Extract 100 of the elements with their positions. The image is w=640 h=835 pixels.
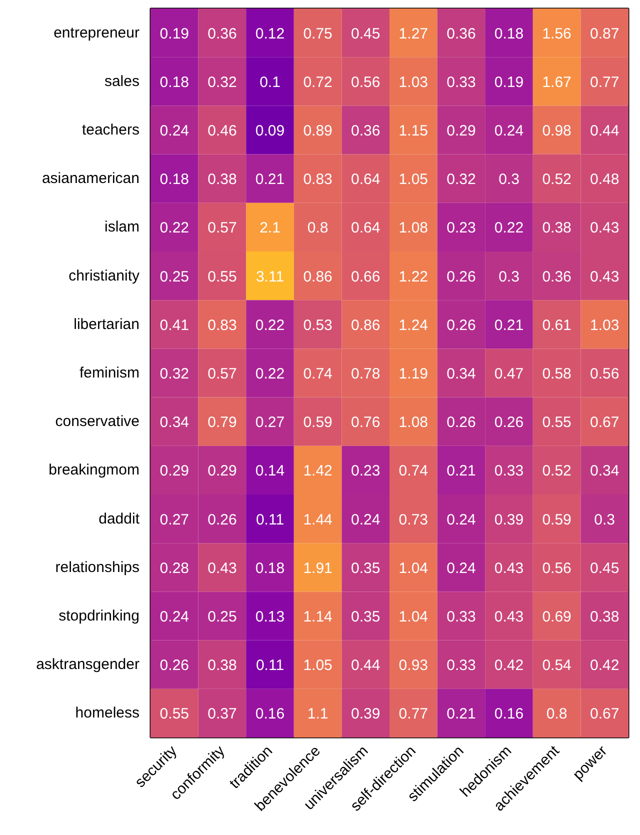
- data-label: 0.3: [498, 268, 520, 286]
- data-label: 0.77: [398, 706, 428, 723]
- data-label: 0.09: [255, 122, 285, 140]
- data-label: 0.22: [255, 316, 285, 334]
- data-label: 0.33: [446, 657, 476, 674]
- data-label: 0.12: [255, 25, 285, 42]
- data-label: 0.8: [546, 706, 568, 723]
- data-label: 0.54: [542, 657, 572, 674]
- data-label: 0.36: [208, 25, 237, 42]
- data-label: 1.08: [398, 414, 428, 432]
- data-label: 0.24: [160, 122, 190, 140]
- data-label: 0.36: [446, 25, 476, 42]
- data-label: 1.03: [590, 316, 620, 334]
- y-tick-label: homeless: [75, 704, 140, 722]
- data-label: 0.58: [542, 366, 572, 382]
- y-tick-label: relationships: [55, 558, 140, 576]
- data-label: 0.67: [590, 414, 620, 432]
- data-label: 0.56: [542, 560, 572, 577]
- data-label: 0.77: [590, 74, 620, 91]
- data-label: 0.38: [542, 220, 572, 237]
- data-label: 0.43: [590, 220, 620, 237]
- data-label: 1.24: [398, 316, 428, 334]
- y-tick-label: libertarian: [74, 316, 140, 333]
- data-label: 0.87: [590, 25, 620, 42]
- data-label: 1.91: [303, 560, 332, 577]
- data-label: 0.1: [260, 74, 280, 91]
- data-label: 0.64: [351, 171, 380, 188]
- data-label: 0.8: [307, 220, 328, 237]
- data-label: 0.76: [351, 414, 380, 432]
- data-label: 0.52: [542, 171, 572, 188]
- data-label: 1.04: [398, 560, 428, 577]
- data-label: 0.21: [255, 171, 285, 188]
- data-label: 0.13: [255, 608, 285, 626]
- y-tick-label: breakingmom: [48, 462, 140, 479]
- data-label: 0.25: [208, 608, 237, 626]
- data-label: 0.98: [542, 122, 572, 140]
- data-label: 0.3: [594, 511, 616, 528]
- y-tick-label: christianity: [68, 267, 140, 284]
- data-label: 0.23: [351, 462, 380, 480]
- data-label: 0.75: [303, 25, 332, 42]
- data-label: 0.57: [208, 366, 237, 382]
- y-tick-label: asktransgender: [36, 656, 140, 674]
- data-label: 0.41: [160, 316, 190, 334]
- data-label: 0.89: [303, 122, 332, 140]
- data-label: 0.11: [256, 657, 284, 674]
- data-label: 0.69: [542, 608, 572, 626]
- data-label: 0.59: [303, 414, 332, 432]
- data-label: 0.45: [351, 25, 380, 42]
- data-label: 0.74: [303, 366, 332, 382]
- data-label: 0.23: [446, 220, 476, 237]
- y-tick-label: feminism: [79, 364, 140, 382]
- y-tick-label: stopdrinking: [58, 608, 140, 624]
- data-label: 0.67: [590, 706, 620, 723]
- data-label: 0.32: [446, 171, 476, 188]
- data-label: 1.14: [303, 608, 332, 626]
- data-label: 0.26: [208, 511, 237, 528]
- data-label: 0.78: [351, 366, 380, 382]
- data-label: 0.32: [160, 366, 190, 382]
- data-label: 0.61: [542, 316, 572, 334]
- data-label: 0.53: [303, 316, 332, 334]
- data-label: 0.26: [446, 268, 476, 286]
- data-label: 0.66: [351, 268, 380, 286]
- data-label: 0.44: [590, 122, 620, 140]
- data-label: 0.33: [446, 608, 476, 626]
- data-label: 0.24: [351, 511, 380, 528]
- data-label: 0.55: [160, 706, 190, 723]
- data-label: 0.42: [590, 657, 620, 674]
- data-label: 0.18: [255, 560, 285, 577]
- data-label: 0.19: [494, 74, 524, 91]
- data-label: 0.39: [494, 511, 524, 528]
- data-label: 0.55: [542, 414, 572, 432]
- data-label: 1.05: [303, 657, 332, 674]
- data-label: 0.29: [160, 462, 190, 480]
- data-label: 0.73: [398, 511, 428, 528]
- y-tick-label: entrepreneur: [54, 24, 140, 42]
- data-label: 0.79: [208, 414, 237, 432]
- data-label: 3.11: [256, 268, 284, 286]
- data-label: 0.24: [494, 122, 524, 140]
- data-label: 0.45: [590, 560, 620, 577]
- data-label: 0.29: [208, 462, 237, 480]
- data-label: 0.26: [446, 316, 476, 334]
- data-label: 0.44: [351, 657, 380, 674]
- data-label: 0.74: [398, 462, 428, 480]
- data-label: 0.26: [494, 414, 524, 432]
- data-label: 0.16: [494, 706, 524, 723]
- data-label: 0.24: [446, 511, 476, 528]
- data-label: 0.38: [590, 608, 620, 626]
- data-label: 0.52: [542, 462, 572, 480]
- data-label: 0.43: [494, 608, 524, 626]
- data-label: 0.55: [208, 268, 237, 286]
- data-label: 1.03: [398, 74, 428, 91]
- data-label: 0.43: [590, 268, 620, 286]
- y-tick-label: sales: [104, 72, 140, 90]
- data-label: 0.59: [542, 511, 572, 528]
- data-label: 0.11: [256, 511, 284, 528]
- data-label: 0.34: [160, 414, 190, 432]
- data-label: 0.56: [590, 366, 620, 382]
- data-label: 0.22: [160, 220, 190, 237]
- data-label: 0.29: [446, 122, 476, 140]
- y-tick-label: conservative: [55, 413, 140, 430]
